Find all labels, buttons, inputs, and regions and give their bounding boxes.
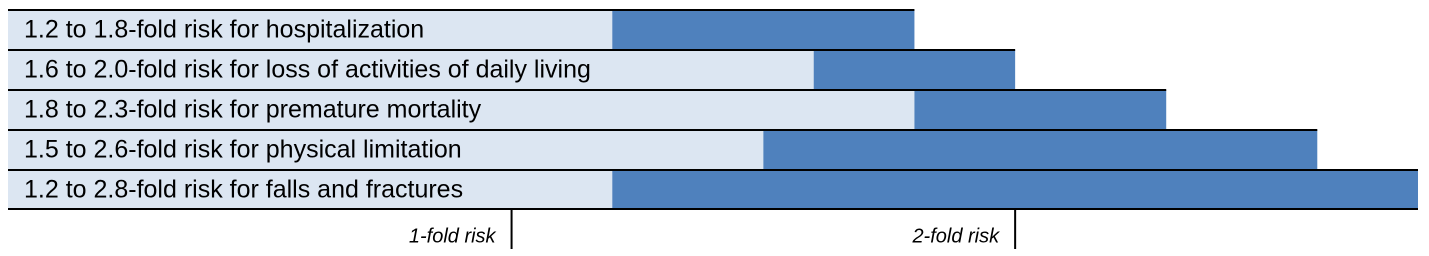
row-label: 1.6 to 2.0-fold risk for loss of activit… bbox=[24, 56, 591, 84]
row-label: 1.8 to 2.3-fold risk for premature morta… bbox=[24, 96, 482, 124]
label-background bbox=[8, 170, 613, 209]
label-background bbox=[8, 50, 814, 89]
label-background bbox=[8, 90, 915, 129]
row-label: 1.2 to 1.8-fold risk for hospitalization bbox=[24, 16, 424, 44]
bar bbox=[612, 170, 1418, 209]
label-background bbox=[8, 130, 764, 169]
label-background bbox=[8, 10, 613, 49]
bar bbox=[612, 10, 915, 49]
bar bbox=[813, 50, 1016, 89]
row-label: 1.5 to 2.6-fold risk for physical limita… bbox=[24, 136, 462, 164]
row-label: 1.2 to 2.8-fold risk for falls and fract… bbox=[24, 176, 463, 204]
bar bbox=[914, 90, 1167, 129]
x-tick-label: 2-fold risk bbox=[911, 225, 1000, 247]
x-tick-label: 1-fold risk bbox=[409, 225, 497, 247]
bar bbox=[763, 130, 1318, 169]
